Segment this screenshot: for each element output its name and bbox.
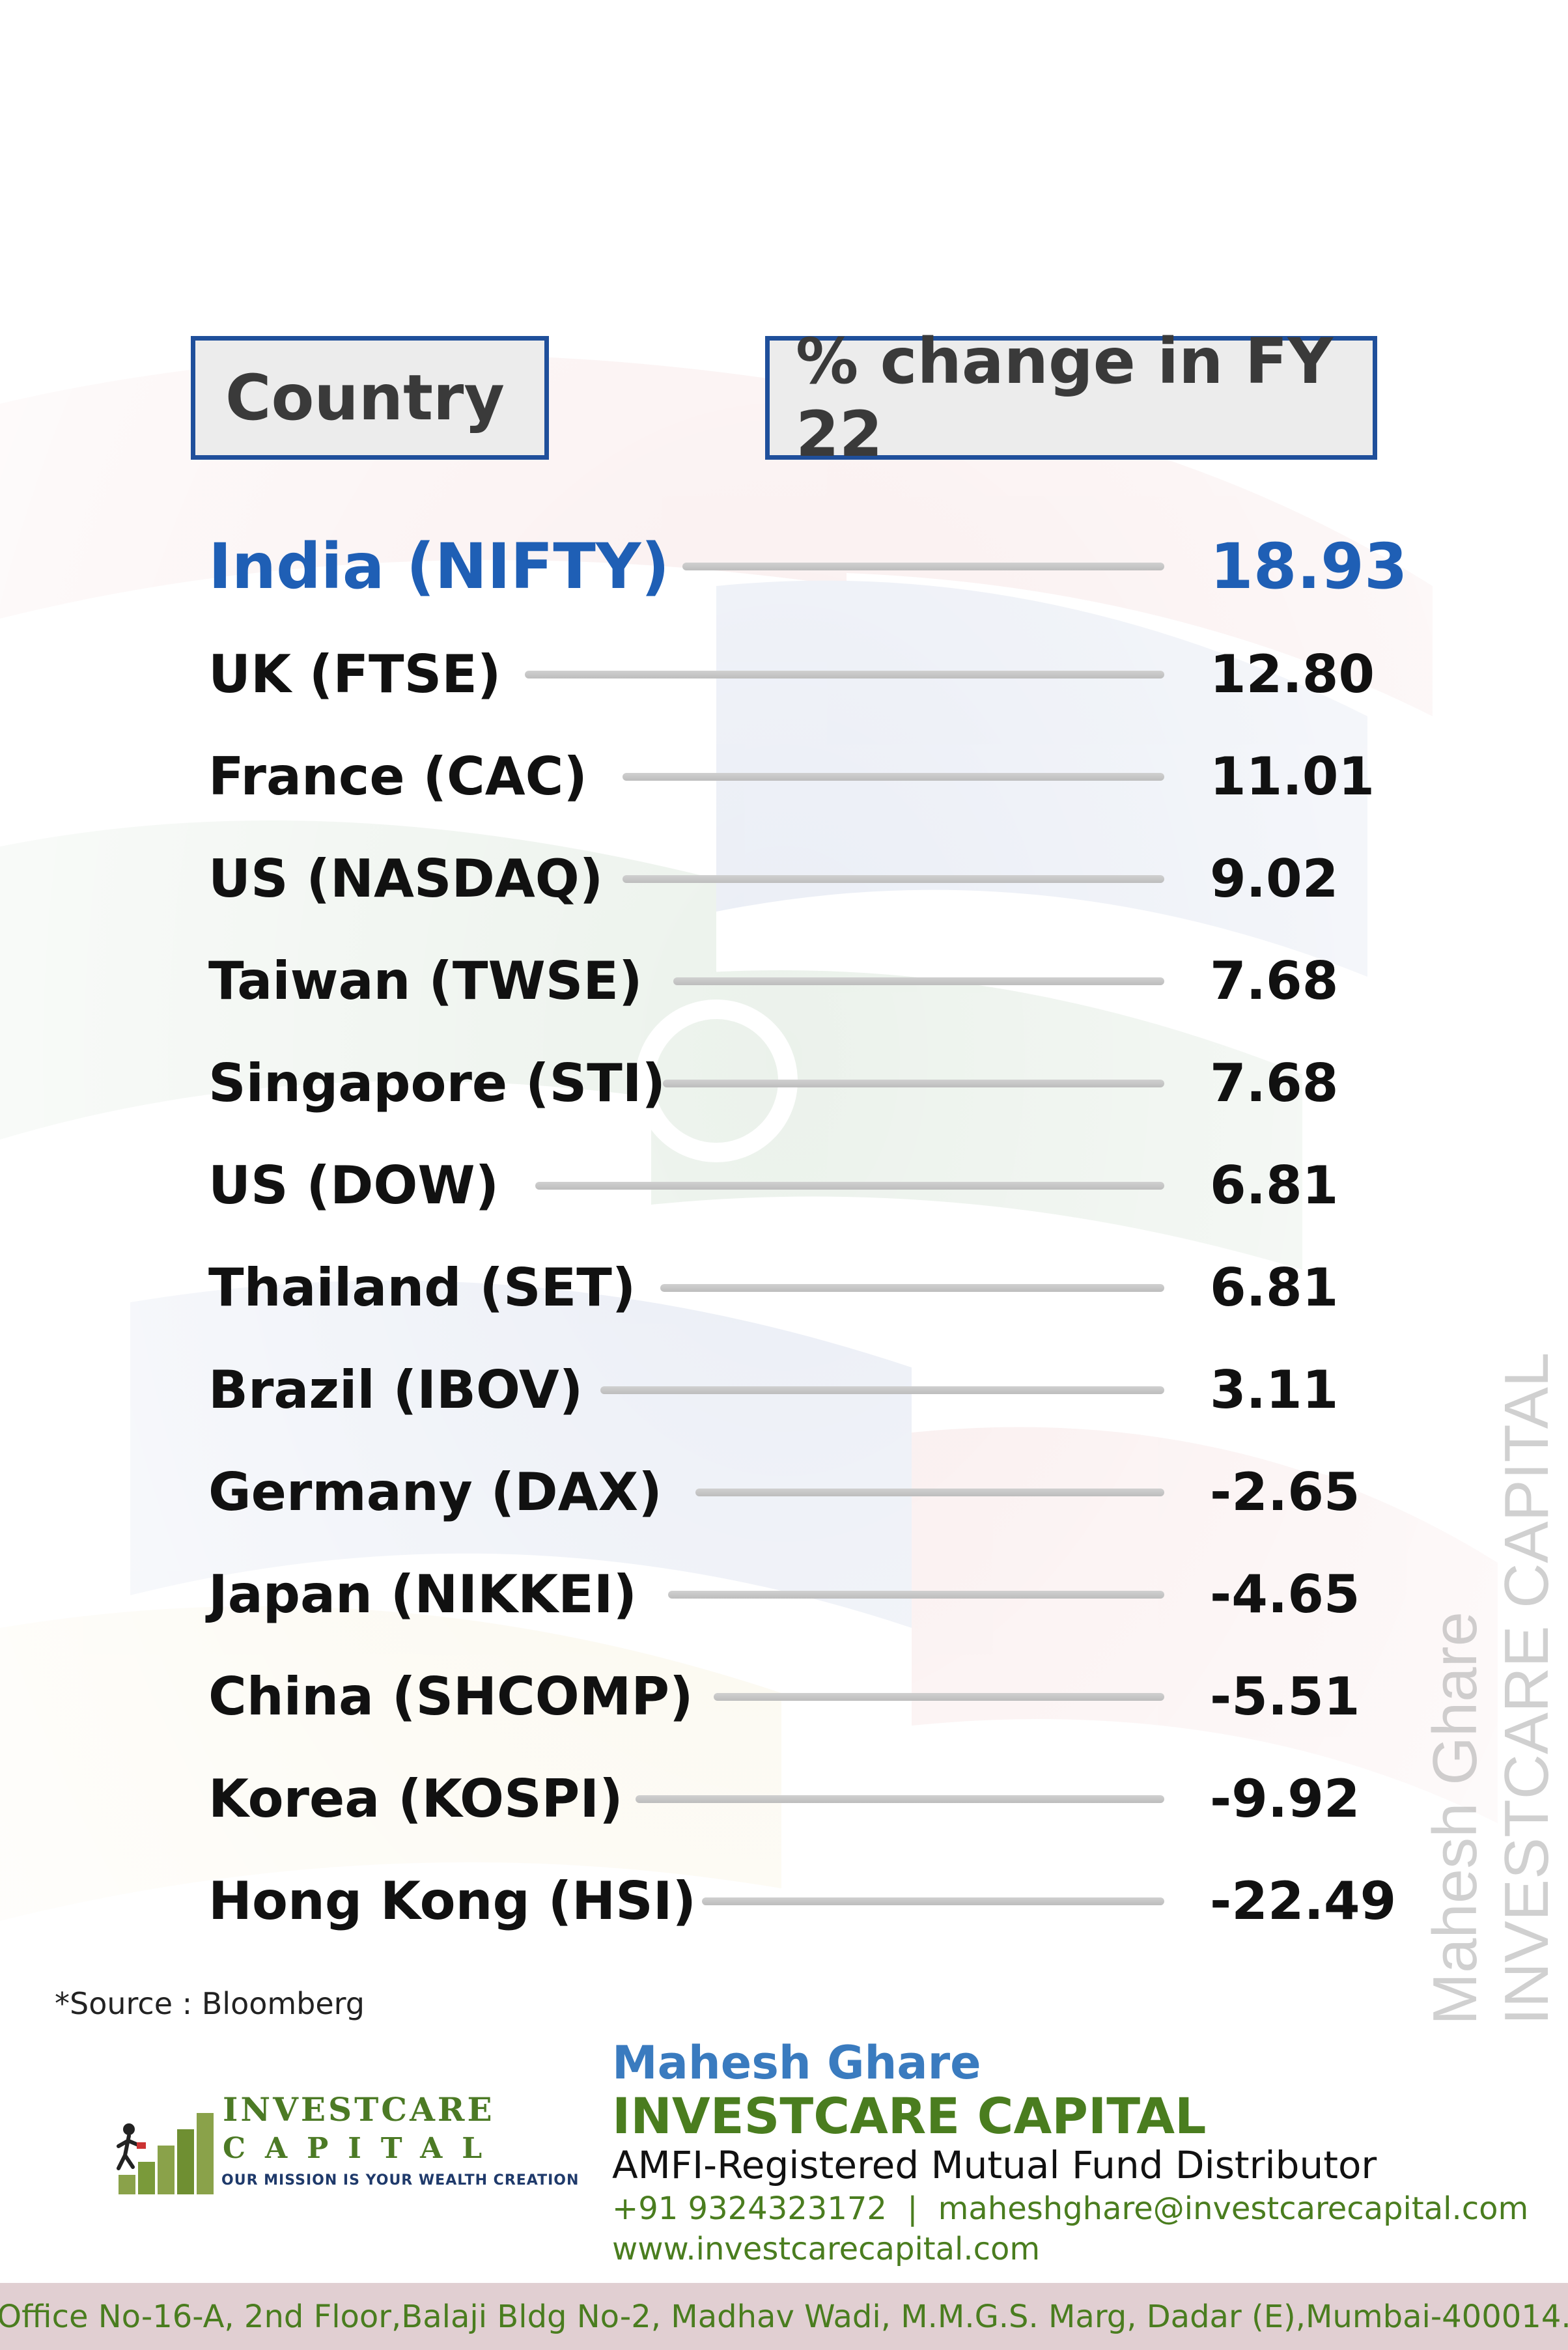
country-label: Hong Kong (HSI) [208, 1871, 697, 1931]
change-value: 11.01 [1210, 746, 1375, 807]
list-item: Hong Kong (HSI) -22.49 [0, 1856, 1568, 1947]
stairs-climber-icon [117, 2113, 214, 2194]
row-divider [623, 875, 1164, 883]
country-label: Brazil (IBOV) [208, 1360, 583, 1420]
change-value: 7.68 [1210, 1053, 1339, 1113]
row-divider [663, 1080, 1164, 1087]
logo-subtitle: CAPITAL [223, 2132, 502, 2165]
country-label: US (DOW) [208, 1155, 499, 1216]
row-divider [600, 1386, 1164, 1394]
country-header-label: Country [225, 361, 505, 434]
country-label: Singapore (STI) [208, 1053, 666, 1113]
change-value: 3.11 [1210, 1360, 1339, 1420]
list-item: France (CAC) 11.01 [0, 731, 1568, 822]
country-column-header: Country [191, 336, 549, 460]
change-value: -2.65 [1210, 1462, 1360, 1522]
row-divider [660, 1284, 1164, 1292]
list-item: UK (FTSE) 12.80 [0, 629, 1568, 720]
list-item: US (NASDAQ) 9.02 [0, 833, 1568, 925]
row-divider [525, 671, 1164, 678]
row-divider [668, 1591, 1164, 1599]
change-header-label: % change in FY 22 [796, 325, 1333, 471]
row-divider [714, 1693, 1164, 1701]
country-label: Taiwan (TWSE) [208, 951, 643, 1011]
logo-title: INVESTCARE [223, 2090, 495, 2129]
list-item: Taiwan (TWSE) 7.68 [0, 936, 1568, 1027]
row-divider [702, 1897, 1164, 1905]
office-address: Office No-16-A, 2nd Floor,Balaji Bldg No… [0, 2298, 1568, 2335]
distributor-name: Mahesh Ghare [612, 2036, 981, 2090]
row-divider [636, 1795, 1164, 1803]
country-label: Thailand (SET) [208, 1257, 636, 1318]
source-note: *Source : Bloomberg [55, 1986, 365, 2021]
contact-block: Mahesh Ghare INVESTCARE CAPITAL AMFI-Reg… [612, 2035, 1528, 2269]
website-link[interactable]: www.investcarecapital.com [612, 2231, 1041, 2267]
change-value: -22.49 [1210, 1871, 1397, 1931]
change-value: 12.80 [1210, 644, 1375, 705]
change-value: 6.81 [1210, 1257, 1339, 1318]
change-value: 18.93 [1210, 530, 1408, 603]
company-name: INVESTCARE CAPITAL [612, 2087, 1207, 2145]
contact-line: +91 9324323172 | maheshghare@investcarec… [612, 2189, 1528, 2229]
row-divider [535, 1182, 1164, 1190]
row-divider [695, 1489, 1164, 1496]
country-label: Korea (KOSPI) [208, 1769, 623, 1829]
change-value: -4.65 [1210, 1564, 1360, 1625]
country-label: China (SHCOMP) [208, 1666, 693, 1727]
list-item: Singapore (STI) 7.68 [0, 1038, 1568, 1129]
list-item: Brazil (IBOV) 3.11 [0, 1345, 1568, 1436]
country-label: India (NIFTY) [208, 530, 670, 603]
change-value: 6.81 [1210, 1155, 1339, 1216]
change-value: 9.02 [1210, 848, 1339, 909]
list-item: Japan (NIKKEI) -4.65 [0, 1549, 1568, 1640]
list-item: India (NIFTY) 18.93 [0, 521, 1568, 612]
change-column-header: % change in FY 22 [765, 325, 1377, 471]
email-link[interactable]: maheshghare@investcarecapital.com [938, 2190, 1529, 2227]
phone-number[interactable]: +91 9324323172 [612, 2190, 887, 2227]
list-item: Germany (DAX) -2.65 [0, 1447, 1568, 1538]
change-value: 7.68 [1210, 951, 1339, 1011]
row-divider [682, 563, 1164, 570]
country-label: UK (FTSE) [208, 644, 501, 705]
change-value: -5.51 [1210, 1666, 1360, 1727]
footer-address-bar: Office No-16-A, 2nd Floor,Balaji Bldg No… [0, 2283, 1568, 2350]
country-label: US (NASDAQ) [208, 848, 604, 909]
investcare-logo: INVESTCARE CAPITAL OUR MISSION IS YOUR W… [105, 2090, 578, 2220]
list-item: China (SHCOMP) -5.51 [0, 1651, 1568, 1742]
contact-separator: | [907, 2190, 918, 2227]
row-divider [623, 773, 1164, 781]
list-item: Korea (KOSPI) -9.92 [0, 1754, 1568, 1845]
change-value: -9.92 [1210, 1769, 1360, 1829]
country-label: Japan (NIKKEI) [208, 1564, 637, 1625]
list-item: Thailand (SET) 6.81 [0, 1242, 1568, 1334]
country-label: France (CAC) [208, 746, 587, 807]
logo-tagline: OUR MISSION IS YOUR WEALTH CREATION [221, 2172, 580, 2189]
row-divider [673, 977, 1164, 985]
list-item: US (DOW) 6.81 [0, 1140, 1568, 1231]
distributor-role: AMFI-Registered Mutual Fund Distributor [612, 2143, 1377, 2187]
country-label: Germany (DAX) [208, 1462, 662, 1522]
